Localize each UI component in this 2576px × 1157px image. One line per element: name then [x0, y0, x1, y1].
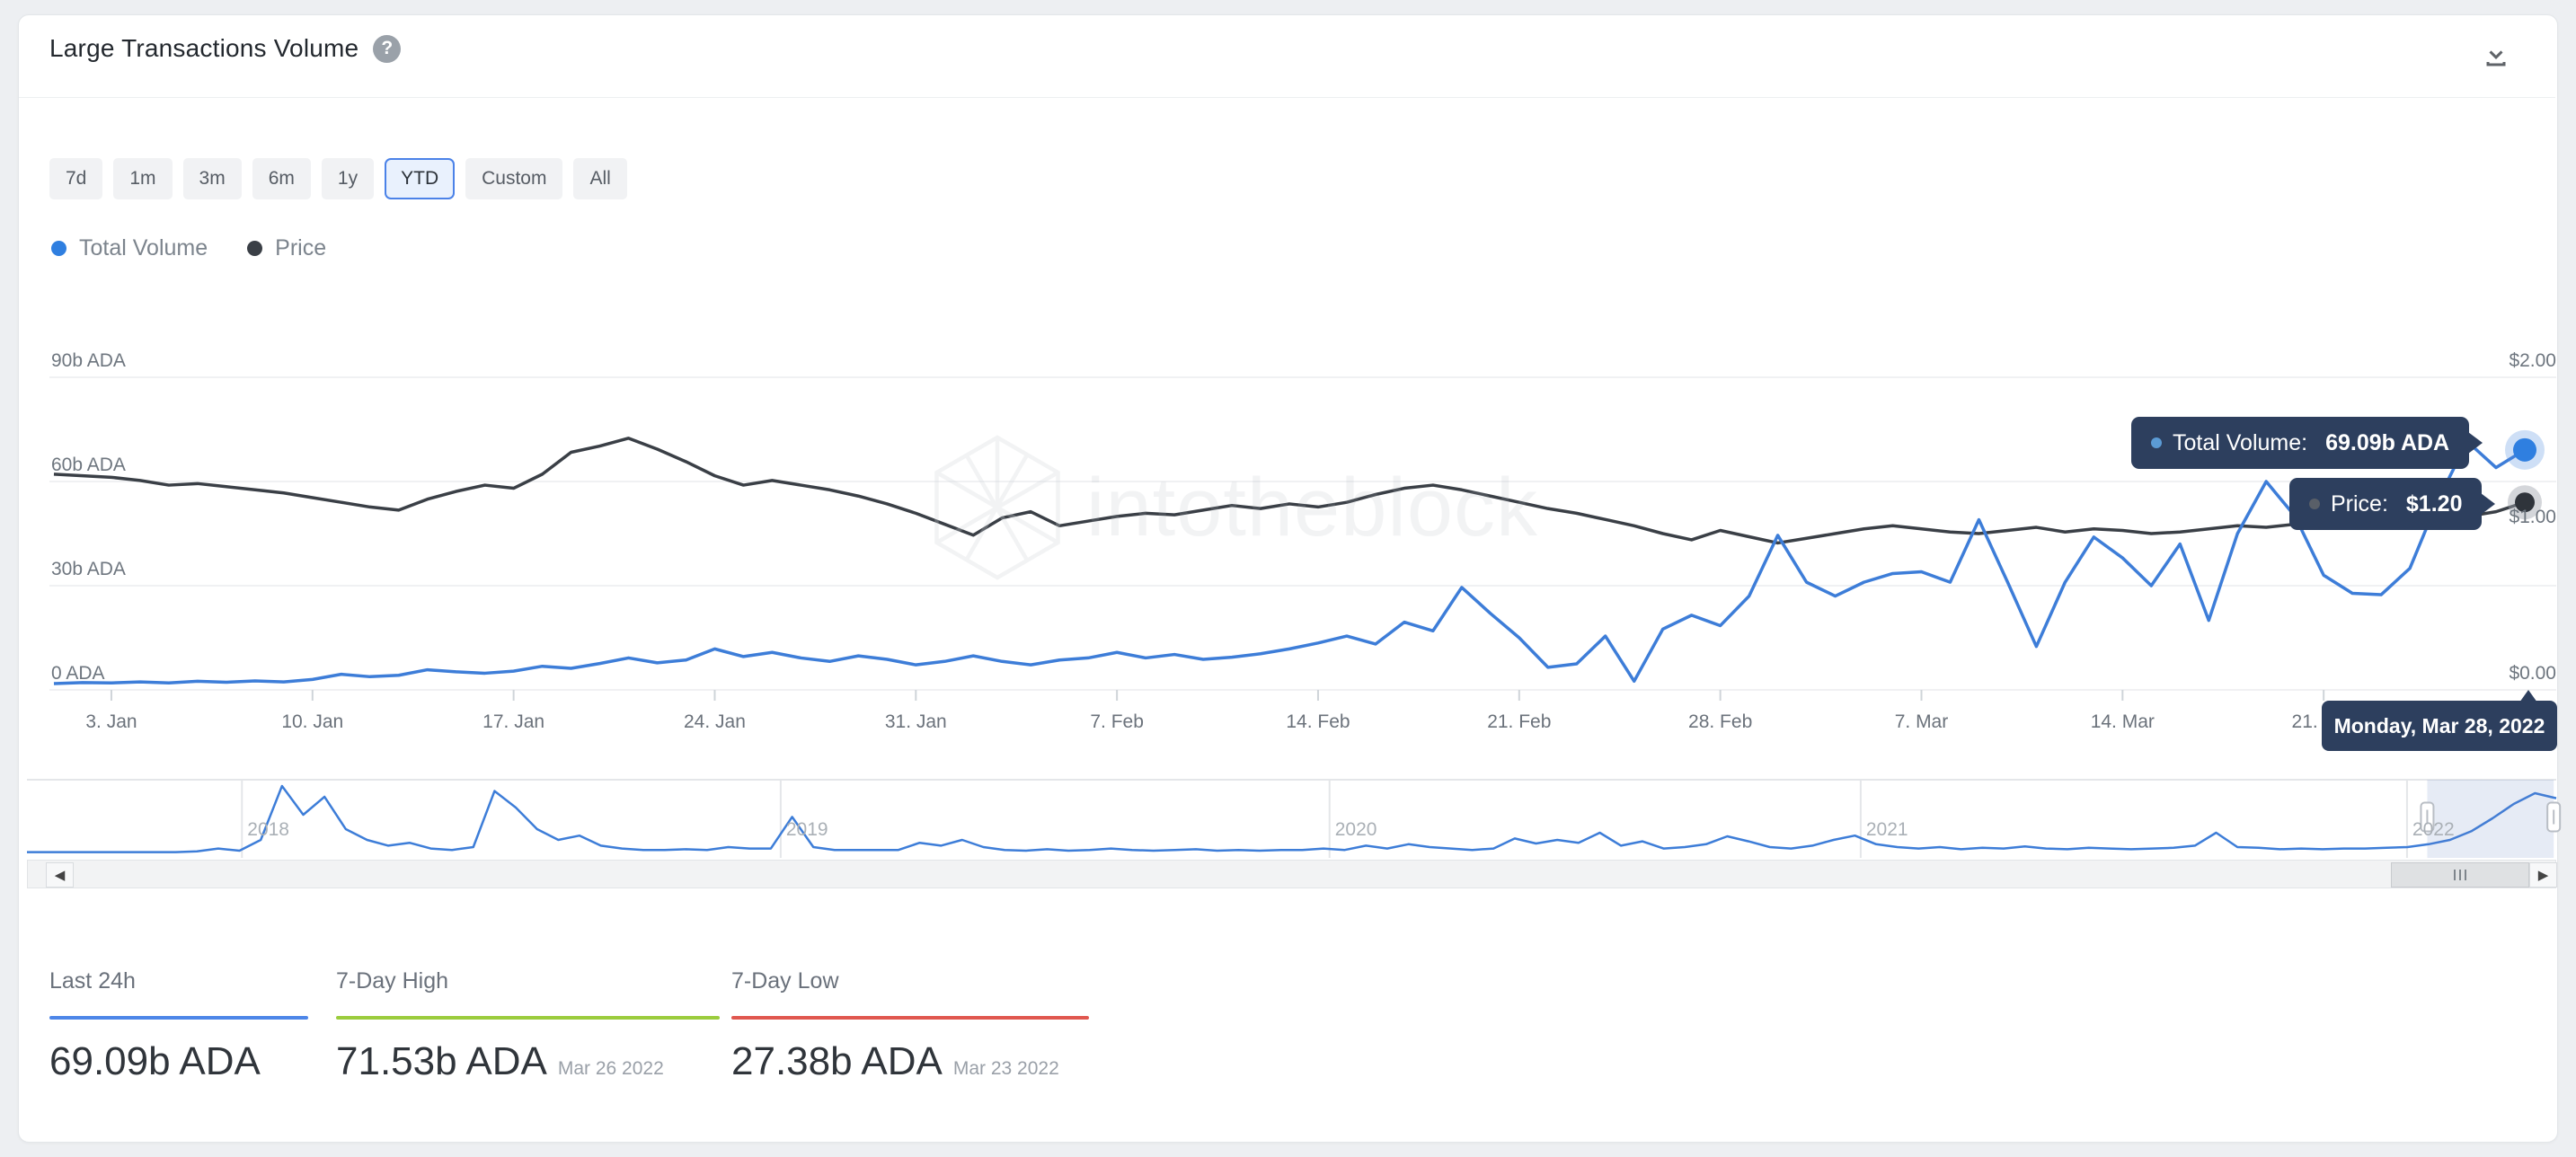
- x-axis-label: 17. Jan: [482, 711, 545, 732]
- volume-tooltip-value: 69.09b ADA: [2325, 429, 2450, 455]
- volume-marker[interactable]: [2513, 437, 2536, 462]
- price-tooltip-value: $1.20: [2405, 490, 2463, 517]
- x-axis-label: 7. Feb: [1090, 711, 1144, 732]
- x-axis-label: 24. Jan: [684, 711, 746, 732]
- x-axis-label: 10. Jan: [281, 711, 344, 732]
- x-axis-label: 28. Feb: [1688, 711, 1753, 732]
- price-tooltip: Price: $1.20: [2289, 478, 2496, 530]
- legend-marker-icon: [51, 241, 66, 256]
- range-button-7d[interactable]: 7d: [49, 158, 103, 199]
- header-divider: [19, 97, 2555, 98]
- date-tooltip: Monday, Mar 28, 2022: [2322, 690, 2557, 751]
- price-marker[interactable]: [2515, 492, 2535, 513]
- download-icon[interactable]: [2480, 38, 2512, 70]
- range-button-3m[interactable]: 3m: [182, 158, 242, 199]
- total-volume-line: [53, 439, 2526, 685]
- stat-value: 69.09b ADA: [49, 1039, 261, 1083]
- y-axis-right-label: $2.00: [2509, 350, 2556, 371]
- page-title: Large Transactions Volume: [49, 34, 359, 62]
- range-button-all[interactable]: All: [573, 158, 627, 199]
- scrollbar-grip-icon: [2454, 870, 2466, 880]
- volume-tooltip-dot: [2151, 437, 2162, 448]
- scrollbar-left-arrow-icon[interactable]: ◀: [46, 862, 74, 888]
- stat-underline: [49, 1016, 308, 1020]
- card-header: Large Transactions Volume ?: [49, 34, 402, 63]
- stat-date: Mar 26 2022: [557, 1058, 664, 1079]
- legend-item-price[interactable]: Price: [247, 235, 326, 261]
- y-axis-right-label: $0.00: [2509, 663, 2556, 684]
- stat-underline: [336, 1016, 720, 1020]
- y-axis-left-label: 60b ADA: [51, 455, 126, 475]
- stat-date: Mar 23 2022: [952, 1058, 1059, 1079]
- x-axis-label: 31. Jan: [884, 711, 947, 732]
- y-axis-left-label: 90b ADA: [51, 350, 126, 371]
- y-axis-left-label: 0 ADA: [51, 663, 105, 684]
- range-button-1y[interactable]: 1y: [321, 158, 375, 199]
- navigator-year-label: 2018: [247, 819, 289, 840]
- chart-legend: Total Volume Price: [51, 235, 326, 261]
- x-axis-label: 14. Feb: [1286, 711, 1350, 732]
- time-range-toolbar: 7d 1m 3m 6m 1y YTD Custom All: [49, 158, 627, 199]
- volume-tooltip-label: Total Volume:: [2173, 429, 2308, 455]
- volume-tooltip: Total Volume: 69.09b ADA: [2131, 417, 2483, 469]
- y-axis-right-label: $1.00: [2509, 507, 2556, 527]
- navigator-series-line: [27, 784, 2557, 853]
- legend-item-total-volume[interactable]: Total Volume: [51, 235, 208, 261]
- stat-underline: [731, 1016, 1089, 1020]
- navigator-year-label: 2019: [785, 819, 828, 840]
- navigator-year-label: 2020: [1334, 819, 1377, 840]
- stat-label: Last 24h: [49, 968, 136, 994]
- stat-label: 7-Day High: [336, 968, 449, 994]
- legend-marker-icon: [247, 241, 263, 256]
- x-axis-label: 21. Feb: [1487, 711, 1552, 732]
- stat-value: 27.38b ADA Mar 23 2022: [731, 1039, 1059, 1083]
- stat-7-day-high: 7-Day High 71.53b ADA Mar 26 2022: [336, 968, 720, 1084]
- stat-last-24h: Last 24h 69.09b ADA: [49, 968, 308, 1084]
- y-axis-left-label: 30b ADA: [51, 559, 126, 579]
- range-button-ytd[interactable]: YTD: [385, 158, 456, 199]
- x-axis-label: 3. Jan: [85, 711, 137, 732]
- navigator-selected-window[interactable]: [2427, 780, 2554, 858]
- scrollbar-right-arrow-icon[interactable]: ▶: [2529, 862, 2557, 888]
- navigator-year-label: 2021: [1865, 819, 1908, 840]
- range-button-custom[interactable]: Custom: [465, 158, 563, 199]
- price-tooltip-label: Price:: [2331, 490, 2388, 517]
- range-button-1m[interactable]: 1m: [113, 158, 173, 199]
- x-axis-label: 14. Mar: [2090, 711, 2155, 732]
- stat-7-day-low: 7-Day Low 27.38b ADA Mar 23 2022: [731, 968, 1089, 1084]
- price-tooltip-dot: [2309, 499, 2320, 509]
- help-icon[interactable]: ?: [373, 34, 402, 63]
- navigator-scrollbar[interactable]: ◀ ▶: [27, 860, 2557, 888]
- stat-label: 7-Day Low: [731, 968, 839, 994]
- chart-card: [18, 14, 2558, 1143]
- legend-label: Price: [275, 235, 327, 261]
- navigator-year-label: 2022: [2412, 819, 2455, 840]
- stat-value: 71.53b ADA Mar 26 2022: [336, 1039, 664, 1083]
- legend-label: Total Volume: [79, 235, 208, 261]
- scrollbar-thumb[interactable]: [2391, 862, 2529, 888]
- price-line: [53, 437, 2526, 545]
- range-button-6m[interactable]: 6m: [252, 158, 311, 199]
- x-axis-label: 7. Mar: [1894, 711, 1949, 732]
